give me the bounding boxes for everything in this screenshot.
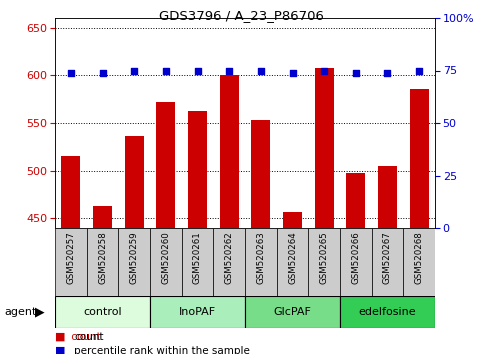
Bar [371, 228, 403, 296]
Text: ■: ■ [55, 346, 66, 354]
Bar [245, 296, 340, 328]
Bar [308, 228, 340, 296]
Point [67, 70, 75, 75]
Bar [93, 206, 112, 228]
Text: GSM520258: GSM520258 [98, 232, 107, 284]
Text: control: control [83, 307, 122, 317]
Point [194, 68, 201, 73]
Point [415, 68, 423, 73]
Bar [125, 136, 143, 228]
Bar [118, 228, 150, 296]
Bar [61, 156, 80, 228]
Text: ■: ■ [55, 332, 66, 342]
Text: GSM520259: GSM520259 [129, 232, 139, 284]
Bar [378, 166, 397, 228]
Point [225, 68, 233, 73]
Text: GSM520266: GSM520266 [351, 232, 360, 284]
Bar [182, 228, 213, 296]
Bar [55, 228, 86, 296]
Text: GSM520264: GSM520264 [288, 232, 297, 284]
Bar [150, 228, 182, 296]
Text: ■  count: ■ count [55, 332, 101, 342]
Bar [283, 212, 302, 228]
Point [289, 70, 297, 75]
Text: GSM520268: GSM520268 [415, 232, 424, 284]
Bar [251, 120, 270, 228]
Bar [245, 228, 277, 296]
Point [257, 68, 265, 73]
Bar [220, 75, 239, 228]
Text: edelfosine: edelfosine [359, 307, 416, 317]
Point [352, 70, 360, 75]
Bar [403, 228, 435, 296]
Text: GSM520261: GSM520261 [193, 232, 202, 284]
Bar [410, 88, 429, 228]
Bar [86, 228, 118, 296]
Text: GDS3796 / A_23_P86706: GDS3796 / A_23_P86706 [159, 9, 324, 22]
Text: GSM520260: GSM520260 [161, 232, 170, 284]
Bar [55, 296, 150, 328]
Bar [346, 173, 365, 228]
Text: count: count [74, 332, 104, 342]
Text: GSM520262: GSM520262 [225, 232, 234, 284]
Bar [314, 68, 334, 228]
Point [320, 68, 328, 73]
Text: InoPAF: InoPAF [179, 307, 216, 317]
Text: GSM520265: GSM520265 [320, 232, 328, 284]
Bar [156, 102, 175, 228]
Point [99, 70, 106, 75]
Bar [340, 296, 435, 328]
Text: percentile rank within the sample: percentile rank within the sample [74, 346, 250, 354]
Point [162, 68, 170, 73]
Text: GlcPAF: GlcPAF [273, 307, 312, 317]
Point [384, 70, 391, 75]
Point [130, 68, 138, 73]
Bar [150, 296, 245, 328]
Bar [277, 228, 308, 296]
Text: agent: agent [5, 307, 37, 317]
Bar [213, 228, 245, 296]
Bar [340, 228, 371, 296]
Bar [188, 110, 207, 228]
Text: GSM520263: GSM520263 [256, 232, 265, 284]
Text: ▶: ▶ [35, 306, 44, 319]
Text: GSM520257: GSM520257 [66, 232, 75, 284]
Text: GSM520267: GSM520267 [383, 232, 392, 284]
